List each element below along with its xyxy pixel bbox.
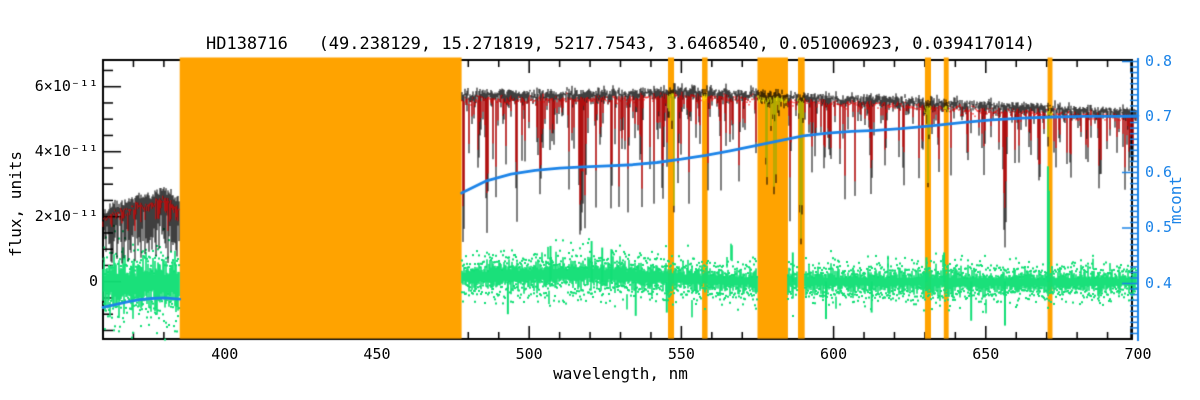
y-left-tick-label: 4×10⁻¹¹: [34, 141, 98, 160]
y-left-tick-label: 2×10⁻¹¹: [34, 206, 98, 225]
y-left-tick-label: 0: [88, 271, 98, 290]
x-tick-label: 550: [667, 345, 695, 363]
y-right-tick-label: 0.4: [1145, 273, 1173, 292]
y-right-tick-label: 0.5: [1145, 218, 1173, 236]
chart-title: HD138716 (49.238129, 15.271819, 5217.754…: [205, 34, 1036, 54]
x-tick-label: 600: [820, 345, 848, 363]
y-right-axis-title: mcont: [1166, 175, 1185, 225]
y-right-tick-label: 0.7: [1145, 107, 1173, 125]
y-right-tick-label: 0.8: [1145, 51, 1173, 70]
y-right-tick-label: 0.6: [1145, 162, 1173, 181]
x-tick-label: 700: [1124, 345, 1152, 363]
x-tick-label: 650: [972, 345, 1000, 363]
x-axis-title: wavelength, nm: [553, 364, 688, 383]
x-tick-label: 400: [211, 345, 239, 363]
x-tick-label: 500: [515, 345, 543, 363]
x-tick-label: 450: [363, 345, 391, 363]
y-left-tick-label: 6×10⁻¹¹: [34, 76, 98, 95]
